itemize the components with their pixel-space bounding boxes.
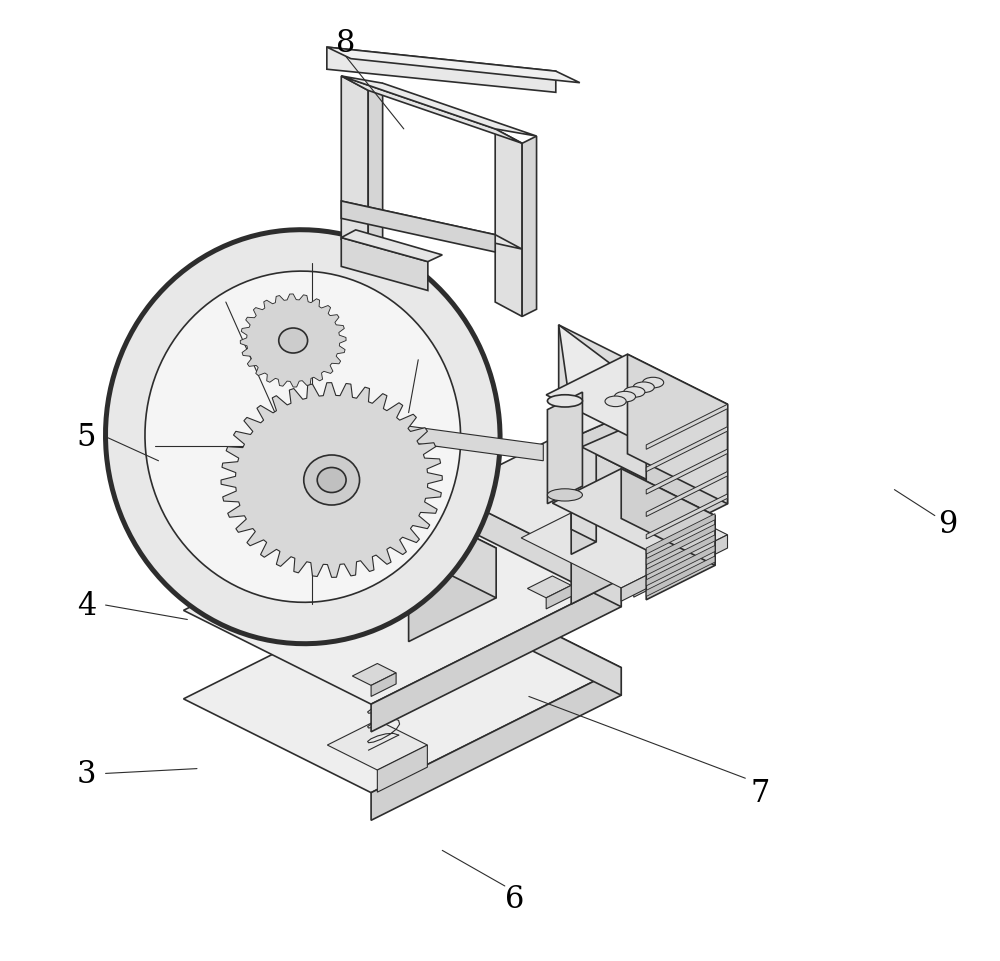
Ellipse shape [400,549,412,554]
Polygon shape [371,436,446,474]
Text: 7: 7 [750,777,769,808]
Polygon shape [521,485,728,588]
Polygon shape [495,130,522,317]
Polygon shape [547,393,582,505]
Polygon shape [341,238,428,291]
Ellipse shape [547,395,582,407]
Ellipse shape [304,456,360,505]
Polygon shape [559,326,684,499]
Polygon shape [559,516,684,579]
Polygon shape [646,472,728,517]
Polygon shape [646,494,728,539]
Polygon shape [321,624,421,674]
Ellipse shape [317,468,346,493]
Polygon shape [522,136,537,317]
Ellipse shape [400,560,412,566]
Polygon shape [327,48,556,93]
Polygon shape [646,405,728,450]
Polygon shape [571,413,596,542]
Polygon shape [341,231,442,262]
Polygon shape [371,668,621,821]
Polygon shape [240,295,346,387]
Polygon shape [221,383,442,578]
Ellipse shape [279,329,308,354]
Ellipse shape [614,392,636,403]
Text: 8: 8 [336,28,356,59]
Ellipse shape [145,272,461,603]
Polygon shape [184,574,621,793]
Polygon shape [646,525,715,565]
Polygon shape [409,505,496,598]
Polygon shape [621,535,728,602]
Text: 9: 9 [938,508,957,539]
Polygon shape [341,202,522,250]
Polygon shape [621,469,715,566]
Text: 3: 3 [77,758,96,789]
Polygon shape [571,427,596,554]
Polygon shape [371,673,396,697]
Polygon shape [659,388,684,511]
Polygon shape [646,535,715,576]
Polygon shape [352,664,396,686]
Polygon shape [409,455,446,567]
Polygon shape [571,499,684,604]
Ellipse shape [624,387,645,398]
Polygon shape [627,355,728,505]
Polygon shape [559,326,659,439]
Polygon shape [184,485,621,704]
Polygon shape [646,516,715,600]
Polygon shape [377,746,427,792]
Polygon shape [341,202,495,253]
Polygon shape [434,574,621,696]
Polygon shape [646,450,728,495]
Polygon shape [341,77,522,144]
Polygon shape [546,355,728,446]
Polygon shape [401,426,543,461]
Polygon shape [571,388,684,439]
Polygon shape [646,514,715,554]
Polygon shape [527,577,571,598]
Polygon shape [409,549,496,642]
Polygon shape [321,505,496,592]
Polygon shape [552,469,715,551]
Ellipse shape [605,397,626,407]
Polygon shape [646,556,715,597]
Polygon shape [434,485,621,607]
Polygon shape [327,48,580,84]
Text: 6: 6 [505,883,524,914]
Text: 4: 4 [77,590,96,621]
Polygon shape [409,436,446,549]
Polygon shape [559,436,684,548]
Polygon shape [571,401,659,452]
Polygon shape [634,554,684,598]
Polygon shape [327,721,427,771]
Polygon shape [371,579,621,732]
Polygon shape [341,77,368,255]
Polygon shape [646,405,728,545]
Ellipse shape [643,378,664,388]
Ellipse shape [547,489,582,502]
Text: 5: 5 [77,422,96,453]
Ellipse shape [106,231,500,644]
Polygon shape [646,428,728,472]
Ellipse shape [633,382,654,393]
Polygon shape [646,546,715,586]
Polygon shape [371,649,421,696]
Polygon shape [341,77,537,136]
Polygon shape [368,85,383,255]
Polygon shape [546,585,571,609]
Polygon shape [446,436,684,554]
